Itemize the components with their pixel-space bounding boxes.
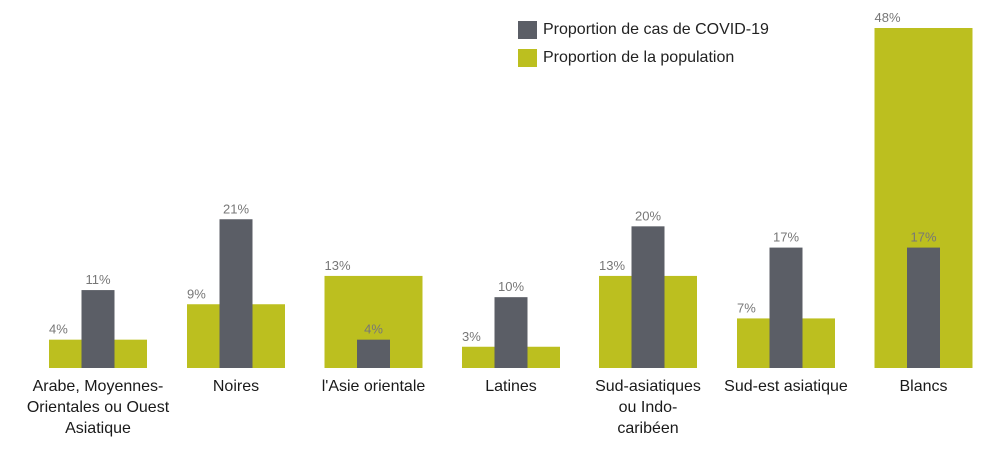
bar-covid-cases [357,339,390,368]
data-label-covid-cases: 11% [85,272,110,287]
legend-item-covid-cases: Proportion de cas de COVID-19 [518,21,769,39]
bar-covid-cases [494,297,528,368]
data-label-covid-cases: 10% [498,279,524,294]
data-label-covid-cases: 20% [635,208,661,223]
category-label: Sud-est asiatique [724,378,848,395]
data-label-population: 3% [462,329,481,344]
data-label-population: 4% [49,322,68,337]
category-label: Noires [212,378,260,395]
bar-covid-cases [219,219,253,368]
data-label-covid-cases: 17% [910,230,936,245]
legend-label-covid-cases: Proportion de cas de COVID-19 [543,21,769,38]
bar-covid-cases [631,226,665,368]
data-label-population: 7% [737,300,756,315]
data-label-population: 13% [599,258,625,273]
category-label: Arabe, Moyennes- Orientales ou Ouest Asi… [26,378,170,437]
data-label-population: 9% [187,286,206,301]
legend-swatch-covid-cases [518,21,537,39]
data-label-covid-cases: 17% [773,230,799,245]
bar-covid-cases [81,290,115,368]
legend-swatch-population [518,49,537,67]
data-label-covid-cases: 4% [364,322,383,337]
data-label-population: 13% [325,258,351,273]
data-label-covid-cases: 21% [223,201,249,216]
bar-covid-cases [907,247,940,368]
legend-label-population: Proportion de la population [543,49,735,66]
category-label: l'Asie orientale [321,378,426,395]
category-label: Latines [485,378,537,395]
category-label: Sud-asiatiques ou Indo- caribéen [595,378,701,437]
data-label-population: 48% [875,10,901,25]
category-label: Blancs [899,378,948,395]
bar-covid-cases [769,247,803,368]
legend-item-population: Proportion de la population [518,49,734,67]
